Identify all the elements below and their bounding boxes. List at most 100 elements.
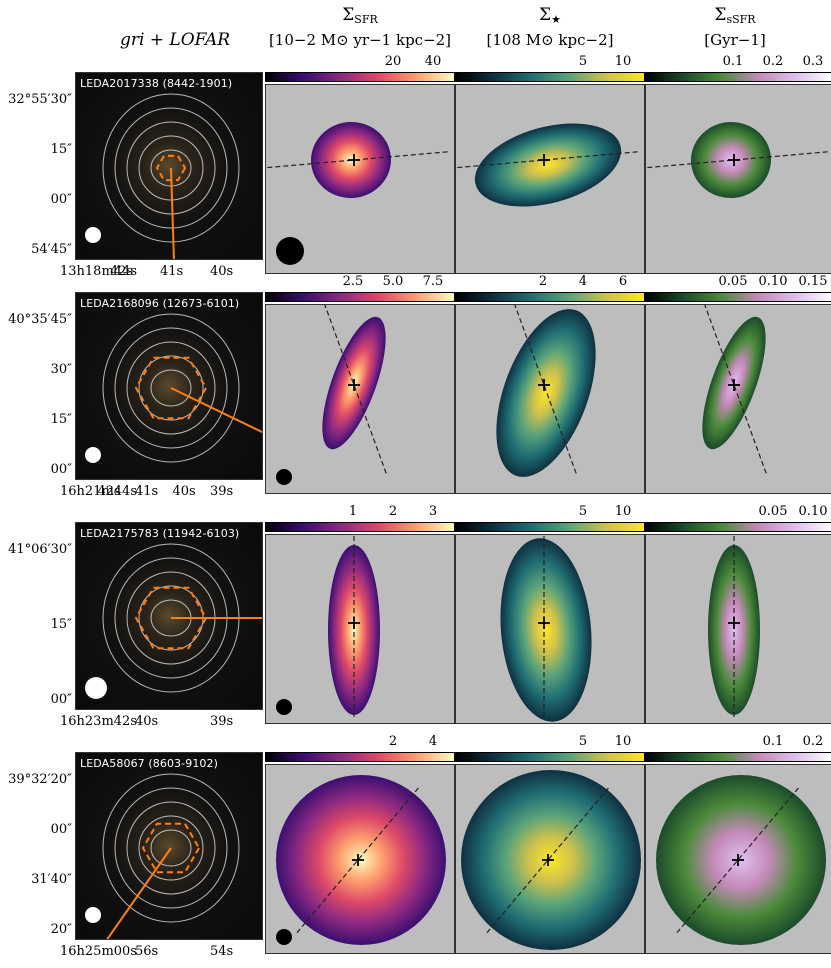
header-sigma-sfr: ΣSFR [10−2 M⊙ yr−1 kpc−2] [255, 5, 465, 51]
lofar-contour [150, 829, 192, 867]
mstar-map-image [496, 305, 596, 477]
sfr-colorbar [265, 752, 455, 762]
lofar-beam-icon [85, 447, 101, 463]
lofar-contour [138, 135, 204, 201]
ra-tick-label: 16h25m00s [60, 944, 137, 959]
dec-tick-label: 54′45″ [31, 242, 72, 257]
mstar-galaxy-region [474, 123, 622, 207]
ssfr-colorbar-tick: 0.2 [762, 54, 784, 69]
sfr-colorbar-tick: 3 [428, 504, 438, 519]
contour-overlay [102, 773, 240, 939]
lofar-contour [114, 107, 228, 229]
sfr-colorbar-tick: 40 [424, 54, 442, 69]
mstar-colorbar-tick: 5 [578, 734, 588, 749]
mstar-colorbar-tick: 5 [578, 504, 588, 519]
ssfr-colorbar-tick: 0.1 [762, 734, 784, 749]
manga-aperture [155, 154, 187, 182]
mstar-galaxy-region [500, 538, 592, 722]
header-sigma-ssfr: ΣsSFR [Gyr−1] [635, 5, 831, 51]
mstar-map [455, 304, 645, 494]
ssfr-colorbar [645, 522, 831, 532]
psf-beam-icon [276, 469, 292, 485]
ra-tick-label: 56s [135, 944, 159, 959]
sfr-map-image [276, 305, 388, 485]
dec-tick-label: 00″ [50, 822, 72, 837]
header-gri-lofar: gri + LOFAR [90, 30, 260, 51]
lofar-contour [102, 773, 240, 923]
ssfr-map [645, 84, 831, 274]
sfr-map-image [266, 121, 449, 265]
ssfr-colorbar-tick: 0.10 [758, 274, 788, 289]
mstar-colorbar [455, 752, 645, 762]
contour-overlay [102, 313, 262, 463]
lofar-contour [138, 355, 204, 421]
mstar-colorbar-tick: 4 [578, 274, 588, 289]
mstar-colorbar-tick: 2 [538, 274, 548, 289]
lofar-contour [102, 93, 240, 243]
psf-beam-icon [276, 699, 292, 715]
direction-line [106, 847, 172, 939]
header-gri-lofar-text: gri + LOFAR [119, 30, 231, 50]
direction-line [170, 387, 262, 434]
sfr-colorbar-tick: 4 [428, 734, 438, 749]
mstar-colorbar-tick: 5 [578, 54, 588, 69]
ssfr-colorbar [645, 752, 831, 762]
sfr-colorbar-tick: 2.5 [342, 274, 364, 289]
sfr-map-image [276, 535, 380, 718]
direction-line [170, 167, 175, 259]
dec-tick-label: 00″ [50, 192, 72, 207]
galaxy-name: LEDA2168096 (12673-6101) [80, 297, 240, 310]
ra-tick-label: 41s [135, 484, 159, 499]
sfr-map [265, 84, 455, 274]
ssfr-colorbar-tick: 0.10 [798, 504, 828, 519]
ssfr-colorbar [645, 72, 831, 82]
dec-tick-label: 31′40″ [31, 872, 72, 887]
ssfr-colorbar-tick: 0.1 [722, 54, 744, 69]
ssfr-map [645, 534, 831, 724]
ra-tick-label: 16h21m44s [60, 484, 137, 499]
ssfr-colorbar [645, 292, 831, 302]
dec-tick-label: 32°55′30″ [8, 92, 72, 107]
sfr-colorbar-tick: 2 [388, 504, 398, 519]
header-sigma-sfr-unit: [10−2 M⊙ yr−1 kpc−2] [268, 31, 452, 49]
ssfr-colorbar-tick: 0.05 [758, 504, 788, 519]
ra-tick-label: 54s [210, 944, 234, 959]
lofar-contour [150, 369, 192, 407]
manga-aperture [134, 586, 208, 650]
sfr-map [265, 764, 455, 954]
manga-aperture [134, 356, 208, 420]
header-sigma-star-unit: [108 M⊙ kpc−2] [486, 31, 614, 49]
ssfr-colorbar-tick: 0.15 [798, 274, 828, 289]
ra-tick-label: 42s [97, 484, 121, 499]
header-sigma-star: Σ★ [108 M⊙ kpc−2] [445, 5, 655, 51]
dec-tick-label: 20″ [50, 922, 72, 937]
ssfr-galaxy-region [708, 545, 760, 715]
header-sigma-ssfr-unit: [Gyr−1] [704, 31, 766, 49]
dec-tick-label: 00″ [50, 462, 72, 477]
galaxy-name: LEDA2017338 (8442-1901) [80, 77, 233, 90]
lofar-beam-icon [85, 907, 101, 923]
ra-tick-label: 41s [160, 264, 184, 279]
lofar-contour [126, 121, 216, 215]
mstar-colorbar [455, 72, 645, 82]
ra-tick-label: 40s [135, 714, 159, 729]
sfr-colorbar-tick: 2 [388, 734, 398, 749]
lofar-beam-icon [85, 227, 101, 243]
mstar-colorbar [455, 292, 645, 302]
mstar-galaxy-region [496, 309, 596, 477]
lofar-contour [102, 313, 240, 463]
lofar-contour [126, 341, 216, 435]
mstar-map [455, 84, 645, 274]
ra-tick-label: 13h18m44s [60, 264, 137, 279]
sfr-colorbar [265, 292, 455, 302]
dec-tick-label: 00″ [50, 692, 72, 707]
sfr-colorbar [265, 522, 455, 532]
dec-tick-label: 15″ [50, 617, 72, 632]
sfr-map [265, 534, 455, 724]
ssfr-map [645, 304, 831, 494]
mstar-colorbar-tick: 10 [614, 54, 632, 69]
ra-tick-label: 39s [210, 484, 234, 499]
psf-beam-icon [276, 237, 304, 265]
ssfr-colorbar-tick: 0.3 [802, 54, 824, 69]
dec-tick-label: 41°06′30″ [8, 542, 72, 557]
